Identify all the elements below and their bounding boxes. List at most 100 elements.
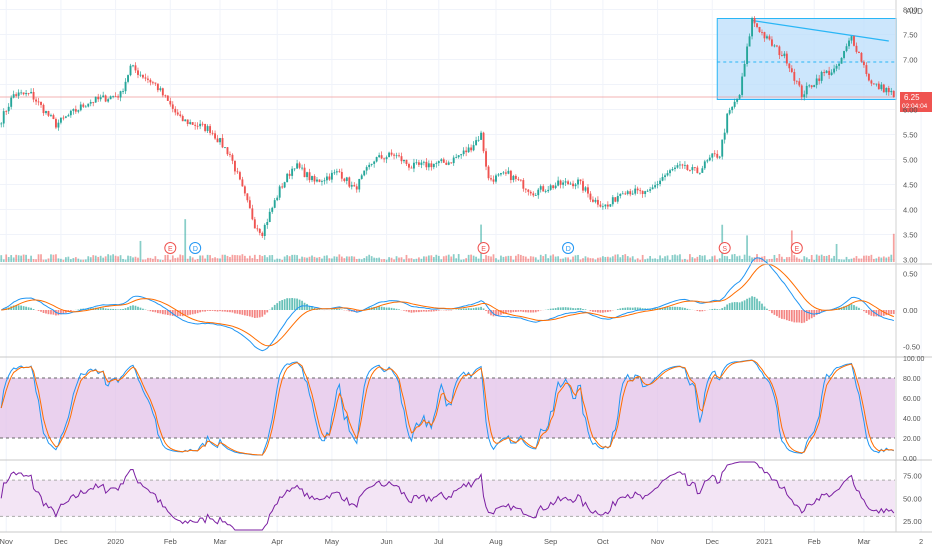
macd-histogram-bar xyxy=(25,307,27,310)
time-axis-label: Apr xyxy=(271,537,283,546)
candle-body xyxy=(209,126,211,133)
candle-body xyxy=(746,47,748,64)
candle-body xyxy=(649,189,651,191)
candle-body xyxy=(806,86,808,94)
candle-body xyxy=(430,163,432,167)
volume-bar xyxy=(445,256,447,262)
candle-body xyxy=(552,185,554,188)
volume-bar xyxy=(816,255,818,262)
volume-bar xyxy=(871,255,873,262)
macd-histogram-bar xyxy=(102,308,104,310)
candle-body xyxy=(197,126,199,127)
candle-body xyxy=(520,180,522,181)
macd-histogram-bar xyxy=(858,308,860,310)
volume-bar xyxy=(8,257,10,262)
candle-body xyxy=(174,109,176,113)
macd-histogram-bar xyxy=(336,309,338,310)
volume-bar xyxy=(719,258,721,262)
macd-histogram-bar xyxy=(547,309,549,310)
macd-histogram-bar xyxy=(152,310,154,312)
macd-histogram-bar xyxy=(28,307,30,310)
candle-body xyxy=(341,172,343,179)
candle-body xyxy=(319,180,321,182)
macd-histogram-bar xyxy=(513,310,515,312)
volume-bar xyxy=(776,258,778,262)
candle-body xyxy=(709,158,711,161)
macd-histogram-bar xyxy=(473,308,475,310)
volume-bar xyxy=(726,256,728,262)
macd-histogram-bar xyxy=(155,310,157,312)
rsi-pane[interactable] xyxy=(0,462,895,530)
candle-body xyxy=(739,95,741,99)
macd-histogram-bar xyxy=(100,308,102,310)
candle-body xyxy=(507,171,509,174)
rsi-tick-label: 25.00 xyxy=(903,517,922,526)
volume-bar xyxy=(465,258,467,262)
candle-body xyxy=(664,175,666,177)
volume-bar xyxy=(291,255,293,262)
macd-histogram-bar xyxy=(117,309,119,310)
volume-bar xyxy=(729,259,731,262)
candle-body xyxy=(115,96,117,97)
volume-bar xyxy=(15,255,17,262)
volume-bar xyxy=(202,255,204,262)
macd-histogram-bar xyxy=(537,310,539,311)
candle-body xyxy=(72,109,74,111)
candle-body xyxy=(873,84,875,85)
volume-bar xyxy=(672,255,674,262)
macd-histogram-bar xyxy=(863,310,865,311)
volume-bar xyxy=(530,256,532,262)
volume-bar xyxy=(774,255,776,262)
macd-histogram-bar xyxy=(866,310,868,313)
candle-body xyxy=(440,159,442,161)
candle-body xyxy=(229,154,231,155)
volume-bar xyxy=(433,257,435,262)
macd-histogram-bar xyxy=(222,310,224,312)
candle-body xyxy=(577,180,579,185)
macd-histogram-bar xyxy=(425,310,427,312)
candle-body xyxy=(890,91,892,92)
macd-histogram-bar xyxy=(856,307,858,310)
candle-body xyxy=(189,122,191,124)
stochastic-pane[interactable] xyxy=(0,360,895,455)
volume-bar xyxy=(304,257,306,262)
candle-body xyxy=(719,157,721,158)
macd-histogram-bar xyxy=(617,309,619,310)
volume-bar xyxy=(331,258,333,262)
candle-body xyxy=(786,54,788,64)
candle-body xyxy=(224,147,226,148)
volume-bar xyxy=(67,257,69,262)
volume-bar xyxy=(234,255,236,262)
macd-pane[interactable] xyxy=(1,258,894,351)
volume-bar xyxy=(657,259,659,262)
candle-body xyxy=(627,191,629,194)
candle-body xyxy=(376,157,378,161)
stochastic-tick-label: 20.00 xyxy=(903,436,921,443)
volume-bar xyxy=(23,255,25,262)
right-price-axis[interactable]: AUD 6.25 02:04:04 3.003.504.004.505.005.… xyxy=(896,0,932,532)
candle-body xyxy=(77,110,79,111)
candle-body xyxy=(281,186,283,187)
volume-bar xyxy=(634,260,636,262)
macd-histogram-bar xyxy=(463,308,465,310)
volume-bar xyxy=(48,258,50,262)
candle-body xyxy=(159,88,161,90)
macd-histogram-bar xyxy=(475,308,477,310)
candle-body xyxy=(681,165,683,166)
candle-body xyxy=(594,200,596,202)
macd-histogram-bar xyxy=(527,310,529,312)
volume-bar xyxy=(358,259,360,262)
candle-body xyxy=(271,208,273,212)
volume-bar xyxy=(194,260,196,262)
volume-bar xyxy=(585,256,587,262)
candle-body xyxy=(251,208,253,219)
candle-body xyxy=(490,178,492,179)
macd-histogram-bar xyxy=(485,310,487,311)
macd-histogram-bar xyxy=(132,305,134,310)
volume-bar xyxy=(711,256,713,262)
